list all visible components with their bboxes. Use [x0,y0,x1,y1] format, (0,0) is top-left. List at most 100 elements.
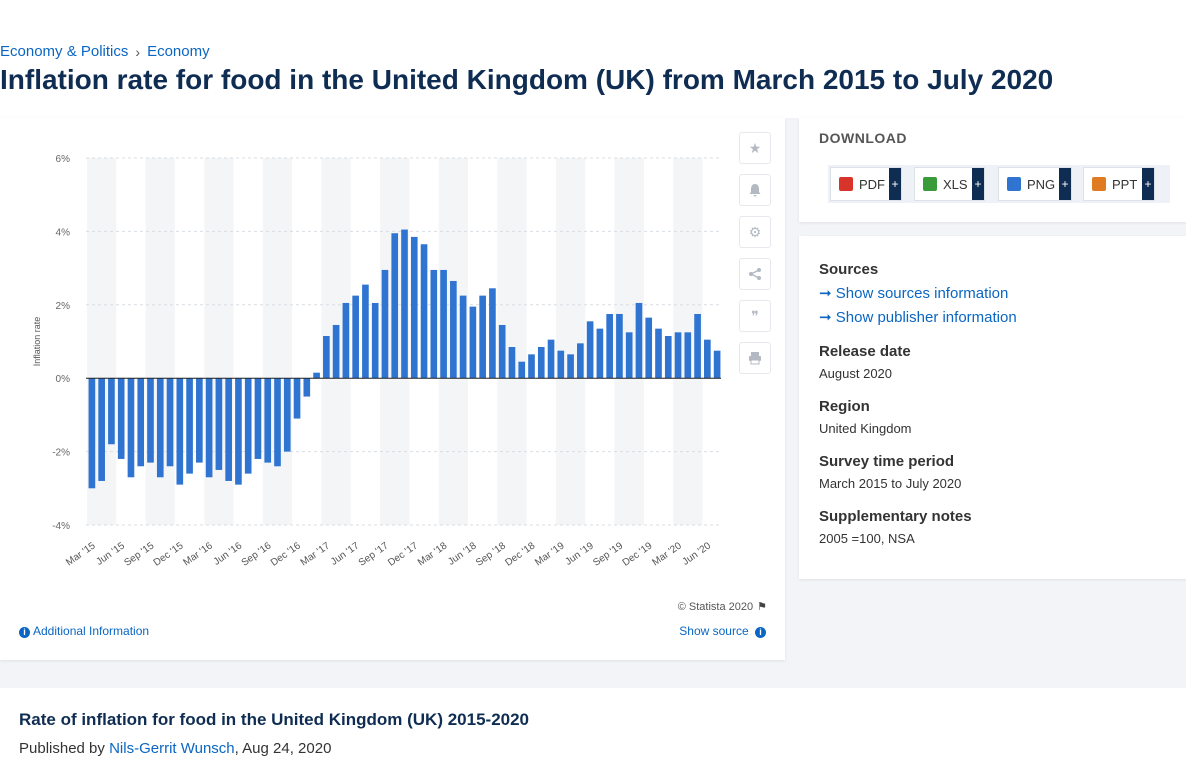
chart-bar [450,280,457,379]
chart-bar [127,378,135,478]
chart-bar [342,302,350,379]
x-tick-label: Jun '19 [563,540,596,568]
quote-icon[interactable]: ❞ [739,300,771,332]
top-bar: Economy & Politics › Economy Inflation r… [0,0,1186,118]
chart-bar [332,324,340,379]
page-title: Inflation rate for food in the United Ki… [0,64,1054,95]
chart-bar [557,350,565,379]
credit-text: © Statista 2020 [677,601,754,613]
author-link[interactable]: Nils-Gerrit Wunsch [109,740,235,757]
y-tick-label: 2% [56,301,71,312]
sources-heading: Sources [819,261,879,278]
chart-bar [254,378,262,459]
xls-file-icon [923,177,937,191]
arrow-right-icon: ➞ [819,309,832,326]
x-tick-label: Mar '19 [533,540,567,568]
chart-bar [283,378,291,452]
chart-bar [577,343,584,379]
chart-bar [274,378,281,467]
chart-toolbar: ★ ⚙ ❞ [739,132,771,384]
plus-icon[interactable]: + [889,168,901,200]
plus-icon[interactable]: + [972,168,984,200]
chart-bar [323,335,330,379]
chart-bar [586,321,594,379]
chart-bar [713,350,721,379]
plus-icon[interactable]: + [1059,168,1071,200]
chart-bar [176,378,184,485]
chart-bar [98,378,105,481]
chart-bar [606,313,613,379]
breadcrumb-economy[interactable]: Economy [147,43,210,60]
chart-bar [303,378,311,397]
gear-icon[interactable]: ⚙ [739,216,771,248]
chart-bar [186,378,193,474]
y-axis-label: Inflation rate [32,317,42,367]
chart-bar [547,339,555,379]
x-tick-label: Jun '16 [212,540,245,568]
chart-bar [410,236,418,379]
download-png-button[interactable]: PNG + [998,167,1072,201]
star-icon[interactable]: ★ [739,132,771,164]
supplementary-notes-heading: Supplementary notes [819,508,972,525]
chart-band [555,158,586,525]
chart-bar [391,233,399,379]
show-source-link[interactable]: Show source i [679,624,766,638]
chart-bar [498,324,506,379]
chart-bar [264,378,272,463]
download-ppt-button[interactable]: PPT + [1083,167,1155,201]
chart-bar [674,332,682,379]
additional-info-link[interactable]: i Additional Information [19,624,149,638]
x-tick-label: Sep '19 [591,540,625,569]
plus-icon[interactable]: + [1142,168,1154,200]
chart-bar [616,313,623,379]
published-by-label: Published by [19,740,105,757]
chart-bar [625,332,633,379]
arrow-right-icon: ➞ [819,285,832,302]
print-icon[interactable] [739,342,771,374]
x-tick-label: Sep '16 [240,540,274,569]
y-tick-label: 4% [56,227,71,238]
statista-credit: © Statista 2020 ⚑ [678,600,767,613]
png-label: PNG [1027,176,1056,192]
additional-info-label: Additional Information [33,624,150,638]
breadcrumb-economy-politics[interactable]: Economy & Politics [0,43,129,60]
chart-bar [137,378,145,467]
chart-bar [489,288,496,379]
show-publisher-link[interactable]: ➞ Show publisher information [819,308,1017,326]
chart-bar [596,328,604,379]
x-tick-label: Dec '16 [269,540,303,569]
publish-date: , Aug 24, 2020 [234,740,332,757]
chart-bar [430,269,438,379]
chart-bar [147,378,154,463]
info-icon: i [19,627,30,638]
chart-bar [88,378,96,489]
region-value: United Kingdom [819,421,912,436]
flag-icon[interactable]: ⚑ [757,601,767,613]
x-tick-label: Jun '20 [681,540,714,568]
show-publisher-label: Show publisher information [835,309,1017,326]
x-tick-label: Dec '15 [152,540,186,569]
share-icon[interactable] [739,258,771,290]
release-date-value: August 2020 [819,366,893,381]
chart-bar [440,269,447,379]
chart-bar [664,335,672,379]
xls-label: XLS [943,176,968,192]
download-title: DOWNLOAD [819,130,907,146]
x-tick-label: Mar '20 [650,540,684,568]
chart-bar [655,328,662,379]
download-pdf-button[interactable]: PDF + [830,167,902,201]
x-tick-label: Sep '18 [474,540,508,569]
download-buttons: PDF + XLS + PNG + PPT + [828,165,1170,203]
chart-bar [645,317,653,379]
bell-icon[interactable] [739,174,771,206]
x-tick-label: Dec '19 [621,540,655,569]
show-sources-link[interactable]: ➞ Show sources information [819,284,1008,302]
chart-bar [205,378,213,478]
publication-card: Rate of inflation for food in the United… [0,688,1186,768]
chart-bar [528,354,535,379]
download-xls-button[interactable]: XLS + [914,167,985,201]
chart-bar [108,378,115,445]
chart-bar [352,295,359,379]
chart-bar [704,339,711,379]
x-tick-label: Jun '18 [446,540,479,568]
